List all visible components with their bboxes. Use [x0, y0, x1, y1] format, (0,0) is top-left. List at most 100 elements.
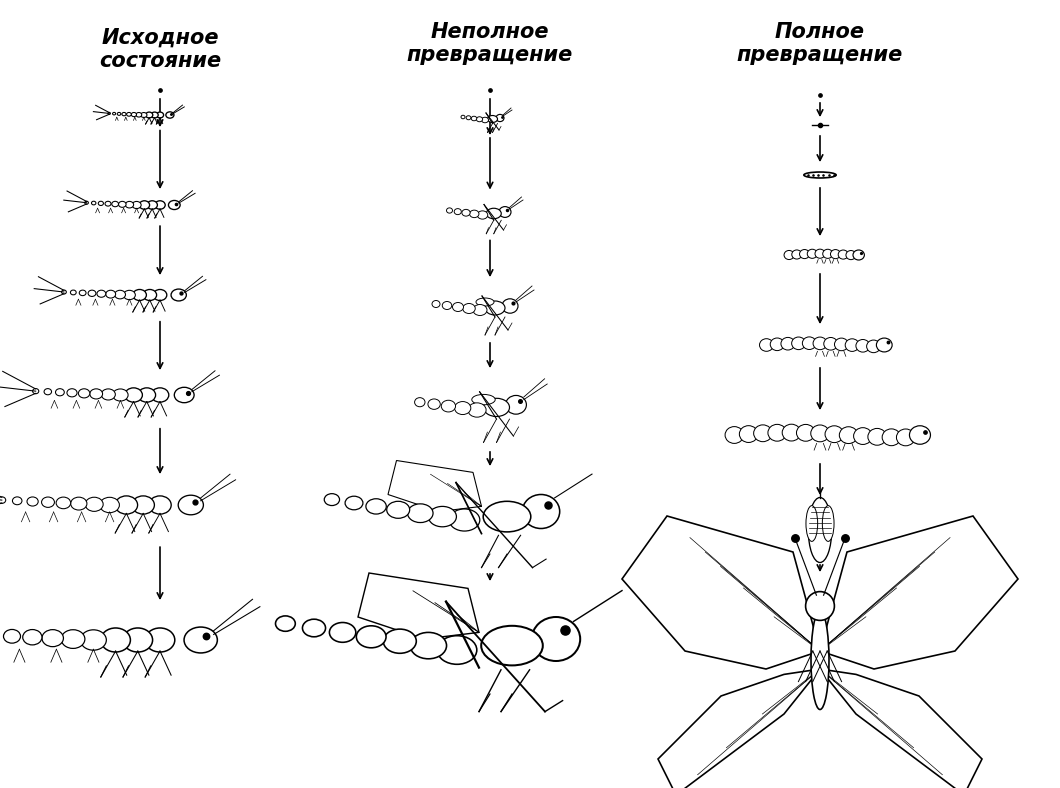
Ellipse shape: [432, 300, 440, 307]
Ellipse shape: [123, 290, 136, 299]
Ellipse shape: [41, 497, 54, 507]
Ellipse shape: [830, 250, 841, 258]
Ellipse shape: [111, 201, 119, 206]
Ellipse shape: [813, 337, 827, 350]
Ellipse shape: [472, 117, 477, 121]
Ellipse shape: [485, 301, 505, 315]
Ellipse shape: [100, 497, 120, 513]
Text: Исходное
состояние: Исходное состояние: [99, 28, 222, 71]
Ellipse shape: [71, 497, 87, 510]
Ellipse shape: [407, 504, 434, 522]
Ellipse shape: [483, 501, 531, 532]
Ellipse shape: [506, 396, 527, 414]
Ellipse shape: [867, 340, 881, 353]
Ellipse shape: [131, 113, 137, 117]
Ellipse shape: [152, 388, 169, 402]
Ellipse shape: [112, 389, 128, 401]
Ellipse shape: [437, 636, 477, 664]
Ellipse shape: [792, 337, 806, 350]
Ellipse shape: [384, 629, 417, 653]
Ellipse shape: [853, 428, 872, 444]
Ellipse shape: [108, 113, 110, 114]
Ellipse shape: [132, 202, 141, 209]
Ellipse shape: [145, 112, 153, 118]
Ellipse shape: [126, 113, 131, 116]
Ellipse shape: [840, 427, 858, 444]
Ellipse shape: [481, 626, 543, 665]
Ellipse shape: [78, 388, 90, 398]
Ellipse shape: [56, 497, 71, 509]
Ellipse shape: [151, 112, 158, 118]
Ellipse shape: [481, 117, 489, 123]
Ellipse shape: [147, 201, 157, 210]
Ellipse shape: [90, 388, 103, 399]
Ellipse shape: [356, 626, 386, 648]
Ellipse shape: [882, 429, 901, 446]
Ellipse shape: [803, 172, 836, 178]
Ellipse shape: [532, 617, 580, 661]
Ellipse shape: [909, 426, 931, 444]
Ellipse shape: [169, 200, 180, 210]
Polygon shape: [358, 573, 479, 639]
Ellipse shape: [118, 113, 121, 115]
Ellipse shape: [178, 495, 204, 515]
Ellipse shape: [174, 387, 194, 403]
Ellipse shape: [496, 114, 504, 121]
Ellipse shape: [809, 497, 832, 563]
Ellipse shape: [145, 628, 175, 652]
Ellipse shape: [22, 630, 42, 645]
Ellipse shape: [428, 399, 440, 409]
Ellipse shape: [825, 426, 844, 443]
Ellipse shape: [441, 400, 456, 412]
Polygon shape: [622, 516, 820, 669]
Ellipse shape: [42, 630, 64, 647]
Ellipse shape: [845, 339, 859, 351]
Ellipse shape: [81, 630, 106, 650]
Ellipse shape: [754, 425, 772, 442]
Ellipse shape: [455, 402, 471, 414]
Ellipse shape: [760, 339, 774, 351]
Ellipse shape: [806, 506, 817, 541]
Ellipse shape: [446, 208, 453, 213]
Ellipse shape: [112, 113, 116, 115]
Polygon shape: [820, 669, 982, 788]
Ellipse shape: [122, 113, 126, 116]
Ellipse shape: [483, 398, 510, 417]
Ellipse shape: [767, 425, 787, 441]
Ellipse shape: [88, 290, 95, 296]
Text: Неполное
превращение: Неполное превращение: [407, 22, 573, 65]
Ellipse shape: [487, 208, 501, 219]
Ellipse shape: [472, 395, 495, 405]
Ellipse shape: [799, 250, 810, 258]
Ellipse shape: [26, 497, 38, 506]
Text: Полное
превращение: Полное превращение: [737, 22, 903, 65]
Ellipse shape: [823, 249, 833, 258]
Ellipse shape: [13, 497, 22, 505]
Ellipse shape: [116, 496, 138, 514]
Ellipse shape: [330, 623, 356, 642]
Polygon shape: [820, 516, 1018, 669]
Ellipse shape: [502, 299, 518, 313]
Ellipse shape: [302, 619, 325, 637]
Ellipse shape: [171, 289, 187, 301]
Ellipse shape: [476, 117, 482, 122]
Ellipse shape: [0, 496, 5, 504]
Ellipse shape: [466, 116, 471, 120]
Ellipse shape: [877, 338, 893, 352]
Ellipse shape: [276, 616, 296, 631]
Ellipse shape: [61, 630, 85, 649]
Ellipse shape: [784, 251, 794, 259]
Ellipse shape: [808, 249, 817, 258]
Ellipse shape: [346, 496, 363, 510]
Ellipse shape: [155, 201, 165, 210]
Ellipse shape: [61, 290, 67, 294]
Ellipse shape: [461, 115, 465, 119]
Ellipse shape: [148, 496, 172, 514]
Ellipse shape: [105, 201, 111, 206]
Ellipse shape: [802, 337, 816, 350]
Ellipse shape: [125, 202, 134, 208]
Ellipse shape: [154, 289, 166, 300]
Ellipse shape: [811, 611, 829, 709]
Ellipse shape: [771, 338, 784, 351]
Ellipse shape: [102, 389, 116, 400]
